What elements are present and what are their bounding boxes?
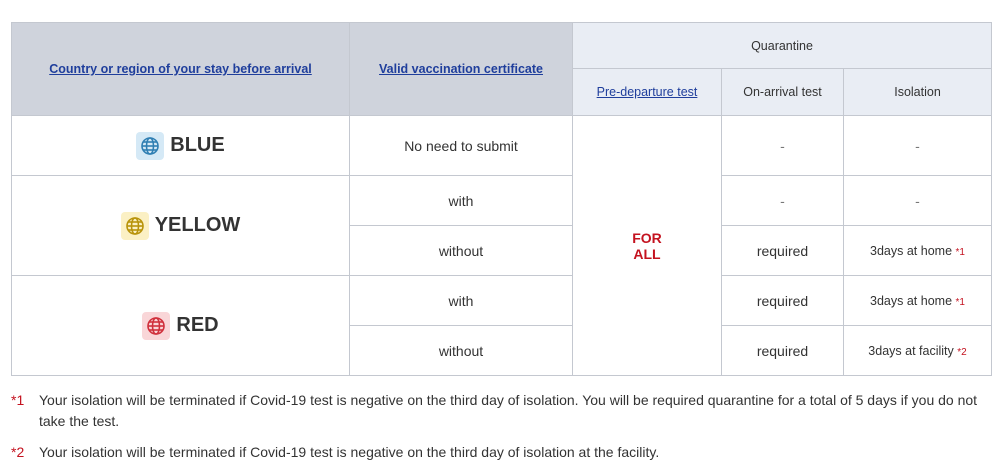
pre-departure-value: ALL [633, 245, 661, 262]
isolation-cell: - [843, 175, 992, 226]
header-vaccination: Valid vaccination certificate [349, 22, 573, 116]
footnote-text: Your isolation will be terminated if Cov… [39, 392, 978, 429]
quarantine-table: Country or region of your stay before ar… [11, 22, 992, 376]
header-pre-departure: Pre-departure test [572, 68, 722, 116]
country-link[interactable]: Country or region of your stay before ar… [49, 62, 312, 76]
isolation-value: 3days at home [870, 293, 953, 308]
isolation-cell: 3days at home *1 [843, 275, 992, 326]
footnote-ref: *2 [957, 346, 967, 358]
isolation-cell: - [843, 115, 992, 176]
zone-cell: RED [11, 275, 350, 376]
zone-label: BLUE [170, 134, 225, 156]
footnote-mark: *2 [11, 444, 25, 460]
globe-icon [136, 131, 165, 160]
vaccination-link[interactable]: Valid vaccination certificate [379, 62, 543, 76]
zone-cell: YELLOW [11, 175, 350, 276]
isolation-cell: 3days at facility *2 [843, 325, 992, 376]
footnote: *1 Your isolation will be terminated if C… [11, 390, 991, 432]
pre-departure-link[interactable]: Pre-departure test [596, 85, 698, 99]
zone-label: YELLOW [154, 214, 241, 236]
vaccination-cell: without [349, 325, 573, 376]
vaccination-cell: with [349, 175, 573, 226]
table-row: RED with required 3days at home *1 [11, 275, 992, 376]
globe-icon [120, 211, 149, 240]
table-row: BLUE No need to submit FOR ALL - - [11, 115, 992, 376]
header-on-arrival: On-arrival test [721, 68, 844, 116]
on-arrival-cell: required [721, 275, 844, 326]
isolation-value: 3days at home [870, 243, 953, 258]
zone-label: RED [176, 314, 219, 336]
globe-icon [142, 311, 171, 340]
footnote-text: Your isolation will be terminated if Cov… [39, 444, 660, 460]
pre-departure-value: FOR [632, 229, 662, 246]
header-quarantine: Quarantine [572, 22, 992, 69]
footnote-ref: *1 [955, 296, 965, 308]
header-isolation: Isolation [843, 68, 992, 116]
vaccination-cell: without [349, 225, 573, 276]
footnotes: *1 Your isolation will be terminated if C… [11, 390, 991, 473]
isolation-value: - [915, 137, 920, 154]
vaccination-cell: with [349, 275, 573, 326]
vaccination-cell: No need to submit [349, 115, 573, 176]
pre-departure-cell: FOR ALL [572, 115, 722, 376]
footnote-ref: *1 [955, 246, 965, 258]
isolation-value: 3days at facility [868, 343, 954, 358]
footnote-mark: *1 [11, 392, 25, 408]
table-row: without required 3days at facility *2 [12, 325, 992, 376]
on-arrival-cell: - [721, 175, 844, 226]
table-row: without required 3days at home *1 [12, 225, 992, 276]
on-arrival-cell: required [721, 225, 844, 276]
on-arrival-cell: required [721, 325, 844, 376]
isolation-cell: 3days at home *1 [843, 225, 992, 276]
zone-cell: BLUE [11, 115, 350, 176]
on-arrival-cell: - [721, 115, 844, 176]
table-row: YELLOW with - - [11, 175, 992, 276]
footnote: *2 Your isolation will be terminated if C… [11, 442, 991, 463]
header-country: Country or region of your stay before ar… [11, 22, 350, 116]
isolation-value: - [915, 192, 920, 209]
